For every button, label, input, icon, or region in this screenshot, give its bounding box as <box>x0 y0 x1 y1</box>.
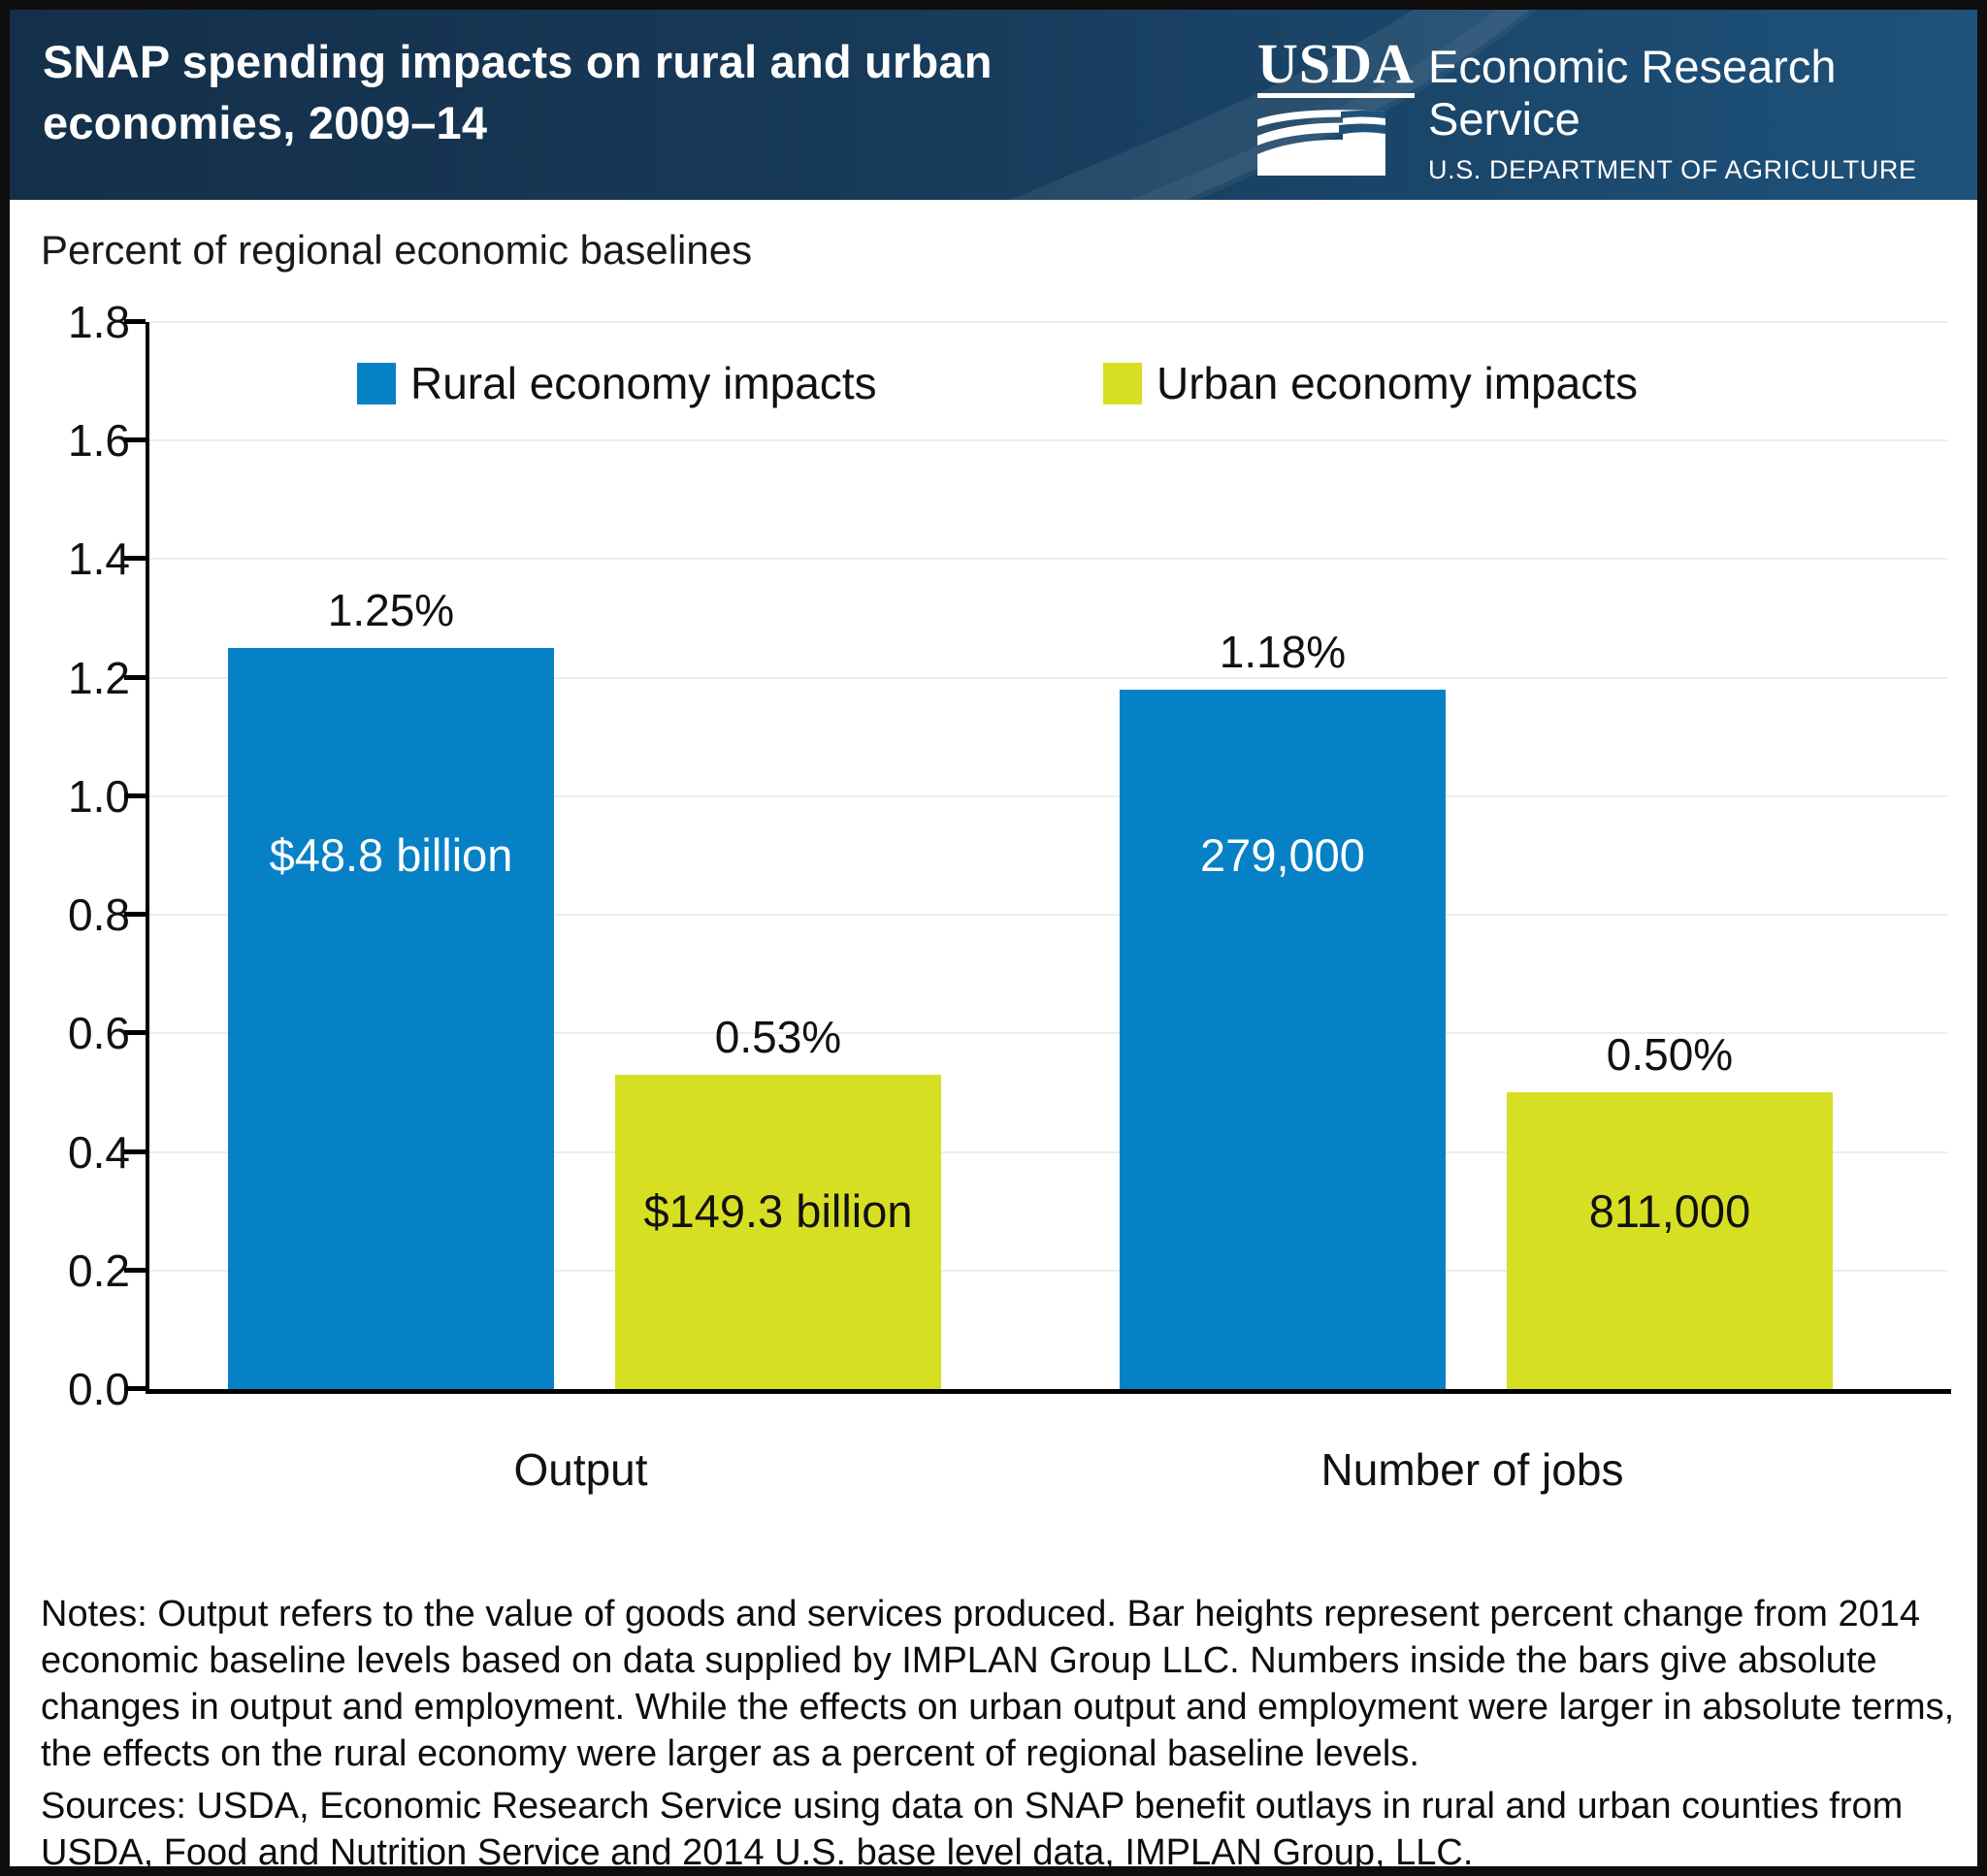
header: SNAP spending impacts on rural and urban… <box>10 10 1977 200</box>
page-title: SNAP spending impacts on rural and urban… <box>43 31 993 153</box>
y-tick-0.2 <box>124 1267 146 1273</box>
bar-rural-number-of-jobs <box>1120 689 1446 1389</box>
y-tick-1.2 <box>124 674 146 680</box>
gridline-1.2 <box>149 676 1947 679</box>
y-tick-label-1.4: 1.4 <box>68 534 130 585</box>
y-tick-label-1.2: 1.2 <box>68 652 130 703</box>
legend-swatch-urban <box>1103 362 1142 404</box>
plot-area: 1.25% $48.8 billion 0.53% $149.3 billion 1.1… <box>124 319 1951 1394</box>
bar-value-rural-number-of-jobs: 1.18% <box>1219 626 1347 677</box>
y-tick-1.6 <box>124 437 146 443</box>
y-tick-label-0.0: 0.0 <box>68 1364 130 1414</box>
bar-value-rural-output: 1.25% <box>327 585 455 636</box>
gridline-1.6 <box>149 439 1947 442</box>
category-label-output: Output <box>513 1444 648 1495</box>
y-tick-label-1.8: 1.8 <box>68 297 130 347</box>
y-axis-labels: 0.0 0.2 0.4 0.6 0.8 1.0 1.2 1.4 1.6 1.8 <box>37 297 130 1414</box>
department-name: U.S. DEPARTMENT OF AGRICULTURE <box>1428 155 1917 184</box>
y-tick-label-0.4: 0.4 <box>68 1126 130 1178</box>
y-tick-label-0.6: 0.6 <box>68 1008 130 1059</box>
bar-inner-label-rural-output: $48.8 billion <box>269 829 513 881</box>
y-tick-label-1.0: 1.0 <box>68 770 130 822</box>
page-title-line2: economies, 2009–14 <box>43 97 488 148</box>
bar-inner-label-urban-output: $149.3 billion <box>643 1184 913 1237</box>
gridline-0.2 <box>149 1269 1947 1272</box>
y-tick-0.4 <box>124 1148 146 1154</box>
bar-inner-label-urban-number-of-jobs: 811,000 <box>1588 1184 1751 1237</box>
usda-wordmark: USDA <box>1257 36 1415 98</box>
gridline-0.6 <box>149 1032 1947 1035</box>
y-tick-0.6 <box>124 1030 146 1036</box>
y-tick-1.4 <box>124 556 146 562</box>
bar-rural-output <box>228 648 554 1389</box>
notes: Notes: Output refers to the value of goo… <box>41 1594 1955 1774</box>
gridline-0.8 <box>149 914 1947 917</box>
legend-item-urban: Urban economy impacts <box>1103 357 1638 409</box>
usda-field-icon <box>1257 110 1385 176</box>
chart-subtitle: Percent of regional economic baselines <box>41 227 753 273</box>
y-tick-0.0 <box>124 1386 146 1391</box>
bar-urban-number-of-jobs <box>1507 1092 1833 1389</box>
sources: Sources: USDA, Economic Research Service… <box>41 1786 1904 1873</box>
y-tick-0.8 <box>124 912 146 918</box>
y-tick-label-0.2: 0.2 <box>68 1245 130 1296</box>
x-axis-labels: Output Number of jobs <box>146 1442 1947 1501</box>
gridline-1.4 <box>149 558 1947 561</box>
gridline-1.8 <box>149 321 1947 323</box>
bar-urban-output <box>615 1075 941 1389</box>
legend-label-urban: Urban economy impacts <box>1156 358 1638 408</box>
y-tick-1.8 <box>124 319 146 324</box>
y-tick-label-1.6: 1.6 <box>68 415 130 467</box>
category-label-number-of-jobs: Number of jobs <box>1320 1444 1624 1495</box>
page-title-line1: SNAP spending impacts on rural and urban <box>43 36 993 87</box>
bar-value-urban-number-of-jobs: 0.50% <box>1606 1029 1734 1081</box>
agency-block: Economic Research Service U.S. DEPARTMEN… <box>1428 41 1977 186</box>
gridline-1.0 <box>149 794 1947 797</box>
y-tick-label-0.8: 0.8 <box>68 889 130 941</box>
y-tick-1.0 <box>124 792 146 798</box>
legend-item-rural: Rural economy impacts <box>357 357 877 409</box>
bar-value-urban-output: 0.53% <box>714 1012 842 1063</box>
legend-label-rural: Rural economy impacts <box>410 358 877 408</box>
gridline-0.4 <box>149 1150 1947 1153</box>
agency-name: Economic Research Service <box>1428 41 1837 145</box>
legend-swatch-rural <box>357 362 396 404</box>
usda-logo: USDA <box>1257 36 1415 182</box>
bar-inner-label-rural-number-of-jobs: 279,000 <box>1200 829 1365 881</box>
